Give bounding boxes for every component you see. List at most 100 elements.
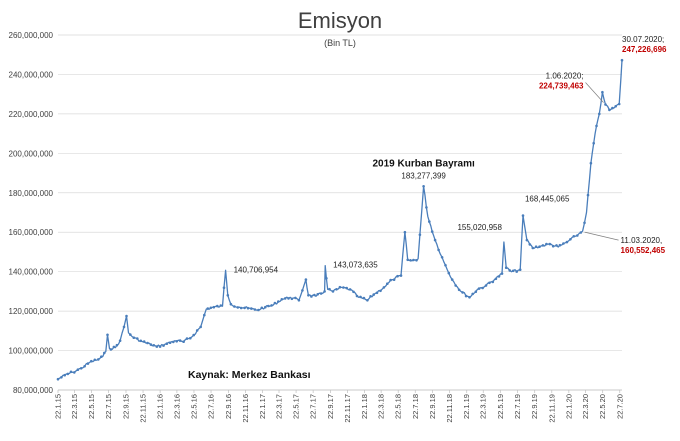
x-tick-label: 22.5.18 [394, 394, 403, 419]
y-axis: 80,000,000 100,000,000 120,000,000 140,000,… [9, 31, 622, 395]
data-point [182, 340, 185, 344]
annotation-value: 183,277,399 [401, 171, 446, 180]
data-point [428, 220, 431, 223]
y-tick-label: 80,000,000 [13, 386, 54, 395]
x-tick-label: 22.11.18 [445, 394, 454, 423]
x-tick-label: 22.1.15 [54, 394, 63, 419]
annotation-value: 247,226,696 [622, 45, 667, 54]
data-point [617, 102, 621, 106]
data-point [185, 337, 189, 340]
data-point [433, 238, 437, 242]
data-point [149, 343, 153, 346]
data-point [122, 325, 126, 329]
x-tick-label: 22.1.20 [564, 394, 573, 419]
data-point [90, 359, 93, 363]
data-point [273, 301, 277, 305]
data-point [331, 290, 335, 293]
data-point [239, 306, 243, 310]
data-point [589, 161, 593, 165]
data-point [440, 255, 444, 259]
x-tick-label: 22.9.19 [530, 394, 539, 419]
data-point [403, 230, 407, 234]
annotation-value: 224,739,463 [539, 82, 584, 91]
data-point [319, 292, 323, 295]
data-point [576, 234, 579, 237]
data-point [491, 280, 495, 284]
source-note: Kaynak: Merkez Bankası [188, 369, 311, 381]
data-point [392, 278, 396, 282]
y-tick-label: 260,000,000 [9, 31, 54, 40]
data-point [313, 293, 316, 297]
data-point [206, 307, 210, 310]
data-point [73, 371, 76, 374]
data-point [418, 233, 422, 236]
data-point [604, 103, 607, 106]
data-point [60, 376, 63, 379]
x-tick-label: 22.11.16 [241, 394, 250, 423]
x-tick-label: 22.7.15 [104, 394, 113, 419]
data-point [280, 298, 284, 301]
data-point [253, 308, 257, 311]
data-point [192, 333, 195, 337]
x-tick-label: 22.5.15 [87, 394, 96, 419]
data-point [551, 244, 555, 248]
data-point [541, 244, 545, 247]
data-point [352, 290, 355, 294]
data-point [504, 266, 508, 270]
annotation-value: 140,706,954 [234, 265, 279, 274]
data-point [437, 248, 440, 252]
data-point [348, 288, 352, 291]
y-tick-label: 100,000,000 [9, 347, 54, 356]
data-point [290, 297, 294, 301]
x-tick-label: 22.3.19 [479, 394, 488, 419]
data-point [86, 362, 90, 365]
data-point [229, 302, 233, 306]
data-point [372, 293, 376, 296]
data-point [106, 333, 109, 337]
data-point [165, 342, 169, 346]
data-point [468, 296, 471, 299]
data-point [500, 272, 504, 275]
y-tick-label: 240,000,000 [9, 70, 54, 79]
data-point [287, 297, 290, 300]
data-point [620, 58, 624, 62]
data-point [66, 372, 70, 376]
annotation-date-label: 1.06.2020; [546, 72, 584, 81]
data-point [422, 185, 425, 188]
x-tick-label: 22.3.15 [70, 394, 79, 419]
x-axis: 22.1.15 22.3.15 22.5.15 22.7.15 22.9.15 22.11… [54, 390, 624, 423]
data-point [118, 339, 122, 343]
data-point [461, 291, 464, 294]
data-point [412, 258, 415, 262]
y-tick-label: 200,000,000 [9, 149, 54, 158]
x-tick-label: 22.7.19 [513, 394, 522, 419]
x-tick-label: 22.1.17 [258, 394, 267, 419]
data-point [569, 238, 572, 241]
data-point [216, 304, 219, 308]
data-point [297, 299, 301, 302]
annotation-leader [584, 231, 619, 241]
data-point [518, 268, 522, 272]
data-point [447, 271, 451, 275]
data-point [497, 275, 501, 278]
data-point [139, 339, 143, 343]
data-point [415, 259, 418, 262]
chart-title: Emisyon [298, 8, 382, 33]
data-point [583, 221, 586, 225]
data-point [209, 306, 213, 310]
data-point [152, 344, 156, 347]
annotation-leader [585, 82, 604, 103]
data-point [562, 242, 565, 245]
data-point [399, 274, 403, 277]
data-point [586, 193, 590, 197]
x-tick-label: 22.7.18 [411, 394, 420, 419]
data-point [328, 287, 331, 291]
data-point [601, 90, 604, 94]
data-point [525, 238, 529, 242]
data-point [260, 306, 264, 310]
data-point [359, 295, 362, 299]
x-tick-label: 22.1.19 [462, 394, 471, 419]
data-point [386, 282, 389, 286]
data-point [172, 340, 175, 344]
data-point [355, 294, 359, 298]
